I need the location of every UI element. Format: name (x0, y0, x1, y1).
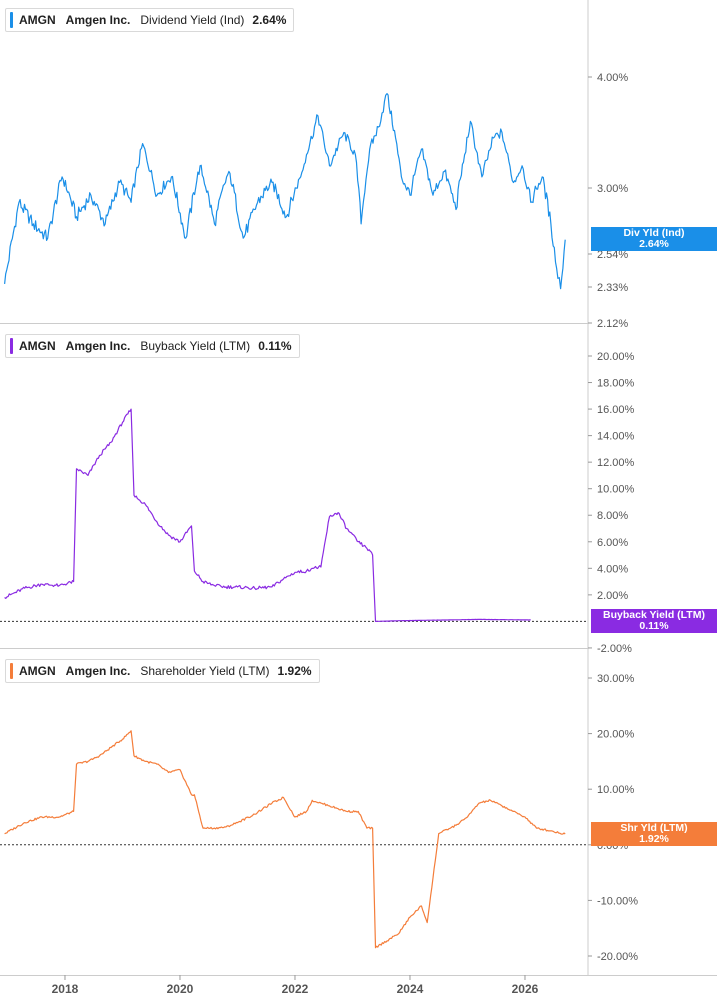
y-tick-label: 10.00% (597, 484, 635, 496)
y-tick-label: 2.54% (597, 249, 628, 261)
series-line-shareholder (4, 730, 566, 949)
y-tick-label: 6.00% (597, 537, 628, 549)
legend-swatch-dividend (10, 12, 13, 28)
legend-company: Amgen Inc. (65, 13, 131, 27)
y-tick-label: 8.00% (597, 510, 628, 522)
y-tick-label: 4.00% (597, 72, 628, 84)
y-tick-label: 2.12% (597, 318, 628, 330)
y-tick-label: -2.00% (597, 643, 632, 655)
legend-shareholder-yield: AMGN Amgen Inc. Shareholder Yield (LTM) … (5, 659, 320, 683)
series-line-buyback (4, 408, 531, 622)
legend-ticker: AMGN (19, 13, 56, 27)
flag-label: Div Yld (Ind) (623, 227, 685, 239)
x-tick-label: 2018 (52, 982, 79, 996)
flag-label: Buyback Yield (LTM) (603, 609, 705, 621)
legend-value: 0.11% (258, 339, 292, 353)
legend-ticker: AMGN (19, 664, 56, 678)
flag-value: 1.92% (639, 833, 669, 845)
y-tick-label: 20.00% (597, 729, 635, 741)
x-tick-label: 2020 (167, 982, 194, 996)
legend-company: Amgen Inc. (65, 339, 131, 353)
legend-company: Amgen Inc. (65, 664, 131, 678)
y-tick-label: -20.00% (597, 951, 638, 963)
x-tick-label: 2026 (512, 982, 539, 996)
y-tick-label: 10.00% (597, 784, 635, 796)
flag-value: 2.64% (639, 238, 669, 250)
y-tick-label: 2.33% (597, 282, 628, 294)
legend-value: 2.64% (252, 13, 287, 27)
x-tick-label: 2022 (282, 982, 309, 996)
y-tick-label: 2.00% (597, 590, 628, 602)
y-tick-label: 18.00% (597, 378, 635, 390)
legend-value: 1.92% (277, 664, 312, 678)
legend-metric: Shareholder Yield (LTM) (140, 664, 270, 678)
legend-buyback-yield: AMGN Amgen Inc. Buyback Yield (LTM) 0.11… (5, 334, 300, 358)
y-tick-label: 3.00% (597, 183, 628, 195)
y-tick-label: 4.00% (597, 563, 628, 575)
y-tick-label: 20.00% (597, 351, 635, 363)
y-tick-label: -10.00% (597, 895, 638, 907)
flag-shareholder-yield: Shr Yld (LTM) 1.92% (591, 822, 717, 846)
y-tick-label: 14.00% (597, 431, 635, 443)
legend-metric: Dividend Yield (Ind) (140, 13, 245, 27)
y-tick-label: 16.00% (597, 404, 635, 416)
y-tick-label: 12.00% (597, 457, 635, 469)
legend-swatch-shareholder (10, 663, 13, 679)
flag-value: 0.11% (639, 620, 669, 632)
flag-buyback-yield: Buyback Yield (LTM) 0.11% (591, 609, 717, 633)
legend-swatch-buyback (10, 338, 13, 354)
series-line-dividend (4, 93, 566, 290)
x-tick-label: 2024 (397, 982, 424, 996)
flag-dividend-yield: Div Yld (Ind) 2.64% (591, 227, 717, 251)
flag-label: Shr Yld (LTM) (620, 822, 688, 834)
y-tick-label: 30.00% (597, 673, 635, 685)
legend-metric: Buyback Yield (LTM) (140, 339, 251, 353)
legend-ticker: AMGN (19, 339, 56, 353)
legend-dividend-yield: AMGN Amgen Inc. Dividend Yield (Ind) 2.6… (5, 8, 295, 32)
